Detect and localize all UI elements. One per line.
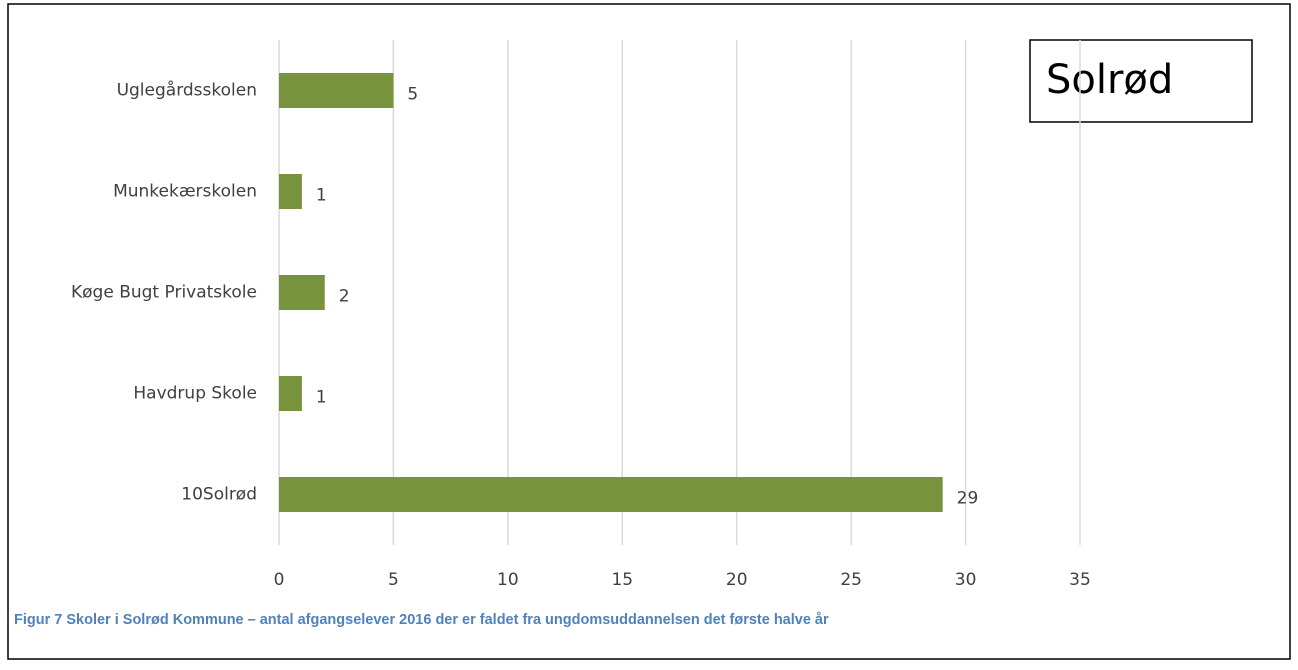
x-tick-label: 5: [388, 570, 399, 590]
annotation-box: [1029, 39, 1253, 123]
x-tick-label: 20: [726, 570, 748, 590]
x-tick-label: 35: [1069, 570, 1091, 590]
y-tick-label: Munkekærskolen: [113, 182, 257, 202]
bar: [279, 73, 394, 108]
frame: [7, 3, 1291, 660]
data-label: 2: [339, 287, 350, 307]
y-tick-label: Køge Bugt Privatskole: [71, 283, 257, 303]
y-tick-label: Havdrup Skole: [133, 384, 257, 404]
y-tick-label: 10Solrød: [181, 485, 257, 505]
caption: Figur 7 Skoler i Solrød Kommune – antal …: [14, 612, 829, 628]
x-tick-label: 25: [840, 570, 862, 590]
x-tick-label: 0: [274, 570, 285, 590]
bar: [279, 275, 325, 310]
data-label: 5: [407, 85, 418, 105]
data-label: 1: [316, 388, 327, 408]
data-label: 1: [316, 186, 327, 206]
data-label: 29: [957, 489, 979, 509]
x-tick-label: 10: [497, 570, 519, 590]
bar: [279, 376, 302, 411]
annotation: Solrød: [1046, 57, 1173, 103]
x-tick-label: 30: [955, 570, 977, 590]
bar: [279, 174, 302, 209]
y-tick-label: Uglegårdsskolen: [117, 80, 257, 101]
x-tick-label: 15: [611, 570, 633, 590]
bar: [279, 477, 943, 512]
